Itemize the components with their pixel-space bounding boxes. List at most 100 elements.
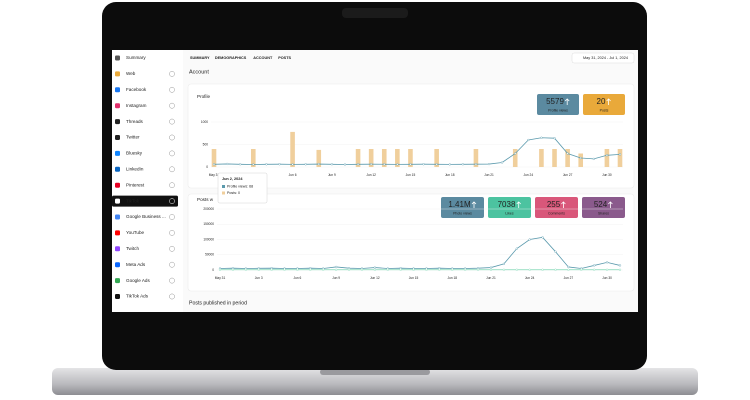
sidebar-item[interactable]: Google Business ... [126,214,166,219]
sidebar-action[interactable] [169,245,175,252]
date-range: May 31, 2024 - Jul 1, 2024 [583,56,628,60]
x-tick-label: Jun 12 [366,173,376,177]
sidebar-item[interactable]: Twitch [126,246,139,251]
bar [539,149,544,167]
tooltip-line: Posts: 0 [227,191,240,195]
sidebar-item[interactable]: Meta Ads [126,262,146,267]
sidebar-action[interactable] [169,102,175,109]
sidebar-item[interactable]: Google Ads [126,278,150,283]
sidebar-icon [115,150,120,156]
stat-value: 1.41M [448,200,471,209]
x-tick-label: Jun 24 [524,173,534,177]
bar [381,149,387,167]
point [409,163,412,166]
x-tick-label: Jun 27 [563,173,573,177]
sidebar-action[interactable] [169,71,175,77]
sidebar-action[interactable] [169,261,175,268]
x-tick-label: May 31 [215,276,226,280]
point [278,163,281,166]
point [540,136,543,139]
x-tick-label: Jun 9 [328,173,336,177]
point [239,163,242,166]
point [501,161,504,164]
sidebar-action[interactable] [169,134,175,141]
x-tick-label: Jun 6 [294,276,302,280]
sidebar-item[interactable]: LinkedIn [126,167,144,172]
sidebar-item[interactable]: Threads [126,119,144,124]
point [422,163,425,166]
nav-tab[interactable]: SUMMARY [190,56,210,60]
content: Summary Web Facebook Instagram Threads Twitte… [112,55,628,306]
sidebar-icon [115,87,120,93]
sidebar-item[interactable]: Summary [126,55,146,60]
sidebar-action[interactable] [169,214,175,220]
y-tick-label: 0 [206,165,208,169]
date-picker[interactable] [571,52,635,64]
sidebar-action[interactable] [169,86,175,93]
stat-label: Photo views [453,211,472,215]
sidebar-item[interactable]: TikTok [126,198,140,203]
y-tick-label: 100000 [203,237,214,241]
bar [316,149,322,167]
stat-value: 7038 [498,200,516,209]
sidebar-action[interactable] [169,150,175,157]
stat-value: 20 [597,97,606,106]
point [296,268,299,271]
sidebar-item[interactable]: Facebook [126,87,147,92]
sidebar-action[interactable] [169,166,175,173]
sidebar-item[interactable]: Twitter [126,135,140,140]
sidebar-item[interactable]: Pinterest [126,182,145,187]
bar [355,149,361,167]
point [317,162,320,166]
point [330,163,333,166]
stat-value: 524 [594,200,608,209]
x-tick-label: Jun 21 [484,173,494,177]
nav-tab[interactable]: ACCOUNT [253,56,273,60]
line [213,137,621,165]
sidebar-action[interactable] [169,293,175,300]
stat-box [488,197,531,218]
point [464,268,467,271]
sidebar-icon [115,55,120,61]
nav-tab[interactable]: POSTS [278,56,291,60]
stat-label: Posts [600,108,609,112]
point [399,268,402,271]
y-tick-label: 50000 [205,253,214,257]
bar [250,149,256,167]
point [231,268,235,271]
stat-box [535,197,578,218]
sidebar-icon [115,214,120,220]
point [502,268,505,271]
sidebar-icon [115,278,120,284]
arrow-icon [516,201,521,208]
sidebar-action[interactable] [169,182,175,189]
point [527,138,530,142]
point [212,163,216,166]
sidebar-item[interactable]: TikTok Ads [126,294,149,299]
bar [604,149,610,167]
arrow-icon [561,201,566,208]
sidebar-action[interactable] [169,230,175,236]
point [283,268,286,271]
sidebar-item[interactable]: YouTube [126,230,144,235]
sidebar-action[interactable] [169,198,175,204]
sidebar-item[interactable]: Instagram [126,103,147,108]
sidebar-action[interactable] [169,118,175,125]
sidebar-action[interactable] [169,277,175,284]
stat-box [537,94,579,115]
point [528,268,531,271]
y-tick-label: 150000 [203,222,214,226]
point [567,265,570,269]
nav-tab[interactable]: DEMOGRAPHICS [215,56,247,60]
sidebar-icon [115,103,120,109]
sidebar-item[interactable]: Bluesky [126,151,143,156]
bar [578,153,584,167]
point [396,163,399,166]
point [566,152,569,155]
point [514,152,517,155]
point [373,268,376,271]
point [502,262,505,265]
sidebar-item[interactable]: Web [126,71,136,76]
arrow-icon [471,201,477,208]
chart-title: Profile [197,94,210,99]
